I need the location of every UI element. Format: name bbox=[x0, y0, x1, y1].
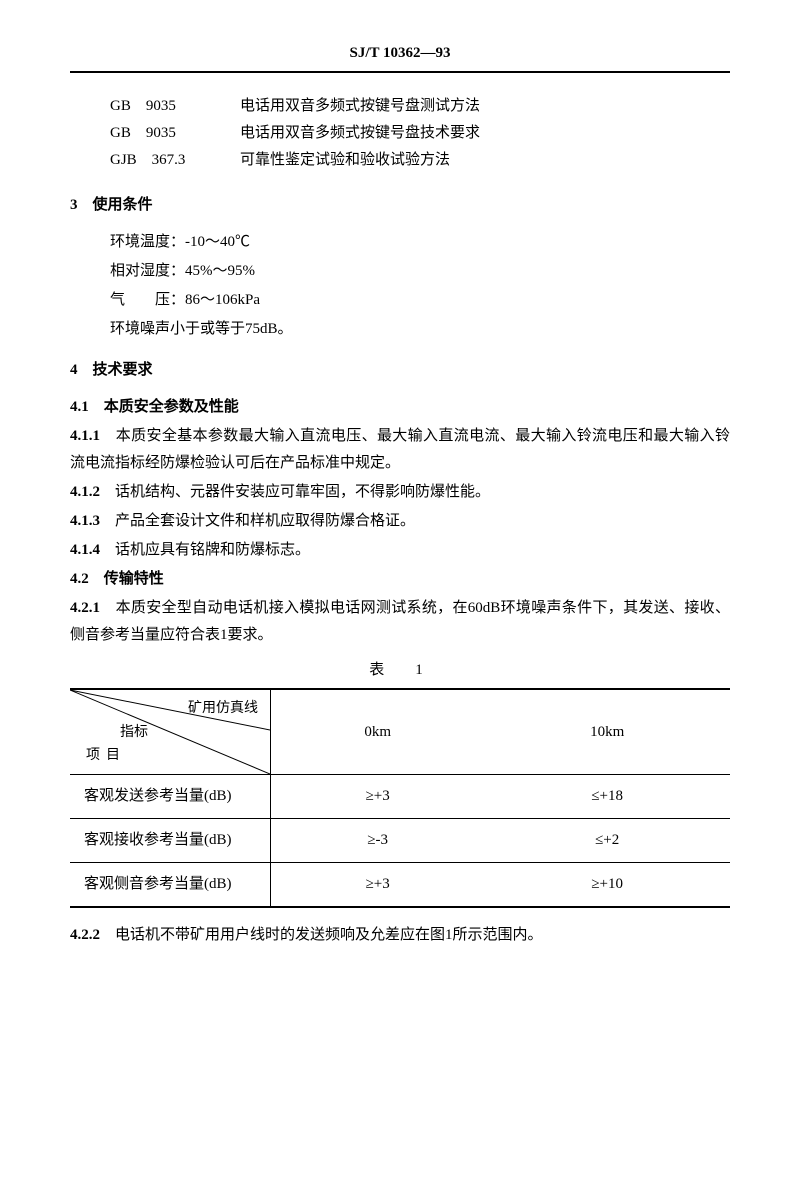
clause-4-1-4: 4.1.4 话机应具有铭牌和防爆标志。 bbox=[70, 537, 730, 564]
condition-line: 气 压：86～106kPa bbox=[110, 287, 730, 314]
table-col-header: 10km bbox=[484, 689, 730, 775]
section-3-body: 环境温度：-10～40℃ 相对湿度：45%～95% 气 压：86～106kPa … bbox=[110, 229, 730, 343]
table-cell: ≥-3 bbox=[271, 819, 485, 863]
table-diagonal-header: 矿用仿真线 指标 项目 bbox=[70, 689, 271, 775]
diag-label-top: 矿用仿真线 bbox=[188, 696, 258, 721]
table-cell: ≥+10 bbox=[484, 863, 730, 908]
condition-line: 相对湿度：45%～95% bbox=[110, 258, 730, 285]
reference-title: 电话用双音多频式按键号盘测试方法 bbox=[240, 93, 480, 120]
reference-list: GB 9035 电话用双音多频式按键号盘测试方法 GB 9035 电话用双音多频… bbox=[110, 93, 730, 174]
table-1: 矿用仿真线 指标 项目 0km 10km 客观发送参考当量(dB) ≥+3 ≤+… bbox=[70, 688, 730, 908]
subsection-4-2: 4.2 传输特性 bbox=[70, 566, 730, 593]
reference-code: GB 9035 bbox=[110, 120, 240, 147]
table-col-header: 0km bbox=[271, 689, 485, 775]
table-1-caption: 表 1 bbox=[70, 657, 730, 684]
section-4-title: 4 技术要求 bbox=[70, 357, 730, 384]
condition-line: 环境噪声小于或等于75dB。 bbox=[110, 316, 730, 343]
clause-4-2-1: 4.2.1 本质安全型自动电话机接入模拟电话网测试系统，在60dB环境噪声条件下… bbox=[70, 595, 730, 649]
table-row: 客观接收参考当量(dB) ≥-3 ≤+2 bbox=[70, 819, 730, 863]
table-cell: ≤+18 bbox=[484, 775, 730, 819]
table-row-label: 客观发送参考当量(dB) bbox=[70, 775, 271, 819]
table-row-label: 客观接收参考当量(dB) bbox=[70, 819, 271, 863]
reference-code: GB 9035 bbox=[110, 93, 240, 120]
reference-item: GB 9035 电话用双音多频式按键号盘技术要求 bbox=[110, 120, 730, 147]
table-cell: ≥+3 bbox=[271, 863, 485, 908]
reference-item: GJB 367.3 可靠性鉴定试验和验收试验方法 bbox=[110, 147, 730, 174]
subsection-4-1: 4.1 本质安全参数及性能 bbox=[70, 394, 730, 421]
table-row: 客观侧音参考当量(dB) ≥+3 ≥+10 bbox=[70, 863, 730, 908]
condition-line: 环境温度：-10～40℃ bbox=[110, 229, 730, 256]
table-row: 客观发送参考当量(dB) ≥+3 ≤+18 bbox=[70, 775, 730, 819]
diag-label-bot: 项目 bbox=[86, 743, 126, 768]
reference-code: GJB 367.3 bbox=[110, 147, 240, 174]
clause-4-1-2: 4.1.2 话机结构、元器件安装应可靠牢固，不得影响防爆性能。 bbox=[70, 479, 730, 506]
table-row-label: 客观侧音参考当量(dB) bbox=[70, 863, 271, 908]
reference-title: 可靠性鉴定试验和验收试验方法 bbox=[240, 147, 450, 174]
document-header: SJ/T 10362—93 bbox=[70, 40, 730, 73]
table-cell: ≥+3 bbox=[271, 775, 485, 819]
reference-item: GB 9035 电话用双音多频式按键号盘测试方法 bbox=[110, 93, 730, 120]
section-3-title: 3 使用条件 bbox=[70, 192, 730, 219]
diag-label-mid: 指标 bbox=[120, 720, 148, 745]
clause-4-2-2: 4.2.2 电话机不带矿用用户线时的发送频响及允差应在图1所示范围内。 bbox=[70, 922, 730, 949]
table-cell: ≤+2 bbox=[484, 819, 730, 863]
reference-title: 电话用双音多频式按键号盘技术要求 bbox=[240, 120, 480, 147]
clause-4-1-1: 4.1.1 本质安全基本参数最大输入直流电压、最大输入直流电流、最大输入铃流电压… bbox=[70, 423, 730, 477]
clause-4-1-3: 4.1.3 产品全套设计文件和样机应取得防爆合格证。 bbox=[70, 508, 730, 535]
